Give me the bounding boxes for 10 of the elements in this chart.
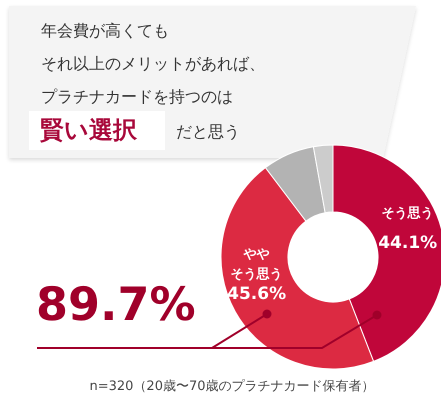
- chart-subtitle: それ以上のメリットがあれば、プラチナカードを持つのは: [41, 54, 265, 106]
- data-label: 45.6%: [227, 284, 286, 304]
- slice-label: ややそう思う: [230, 247, 283, 282]
- chart-title: 年会費が高くても: [41, 21, 169, 40]
- text: だと思う: [176, 122, 240, 141]
- data-label: 44.1%: [378, 232, 438, 253]
- slice-label: そう思う: [382, 206, 434, 221]
- text: 89.7%: [36, 277, 196, 331]
- text: n=320（20歳〜70歳のプラチナカード保有者）: [89, 379, 375, 394]
- text: 賢い選択: [39, 116, 138, 144]
